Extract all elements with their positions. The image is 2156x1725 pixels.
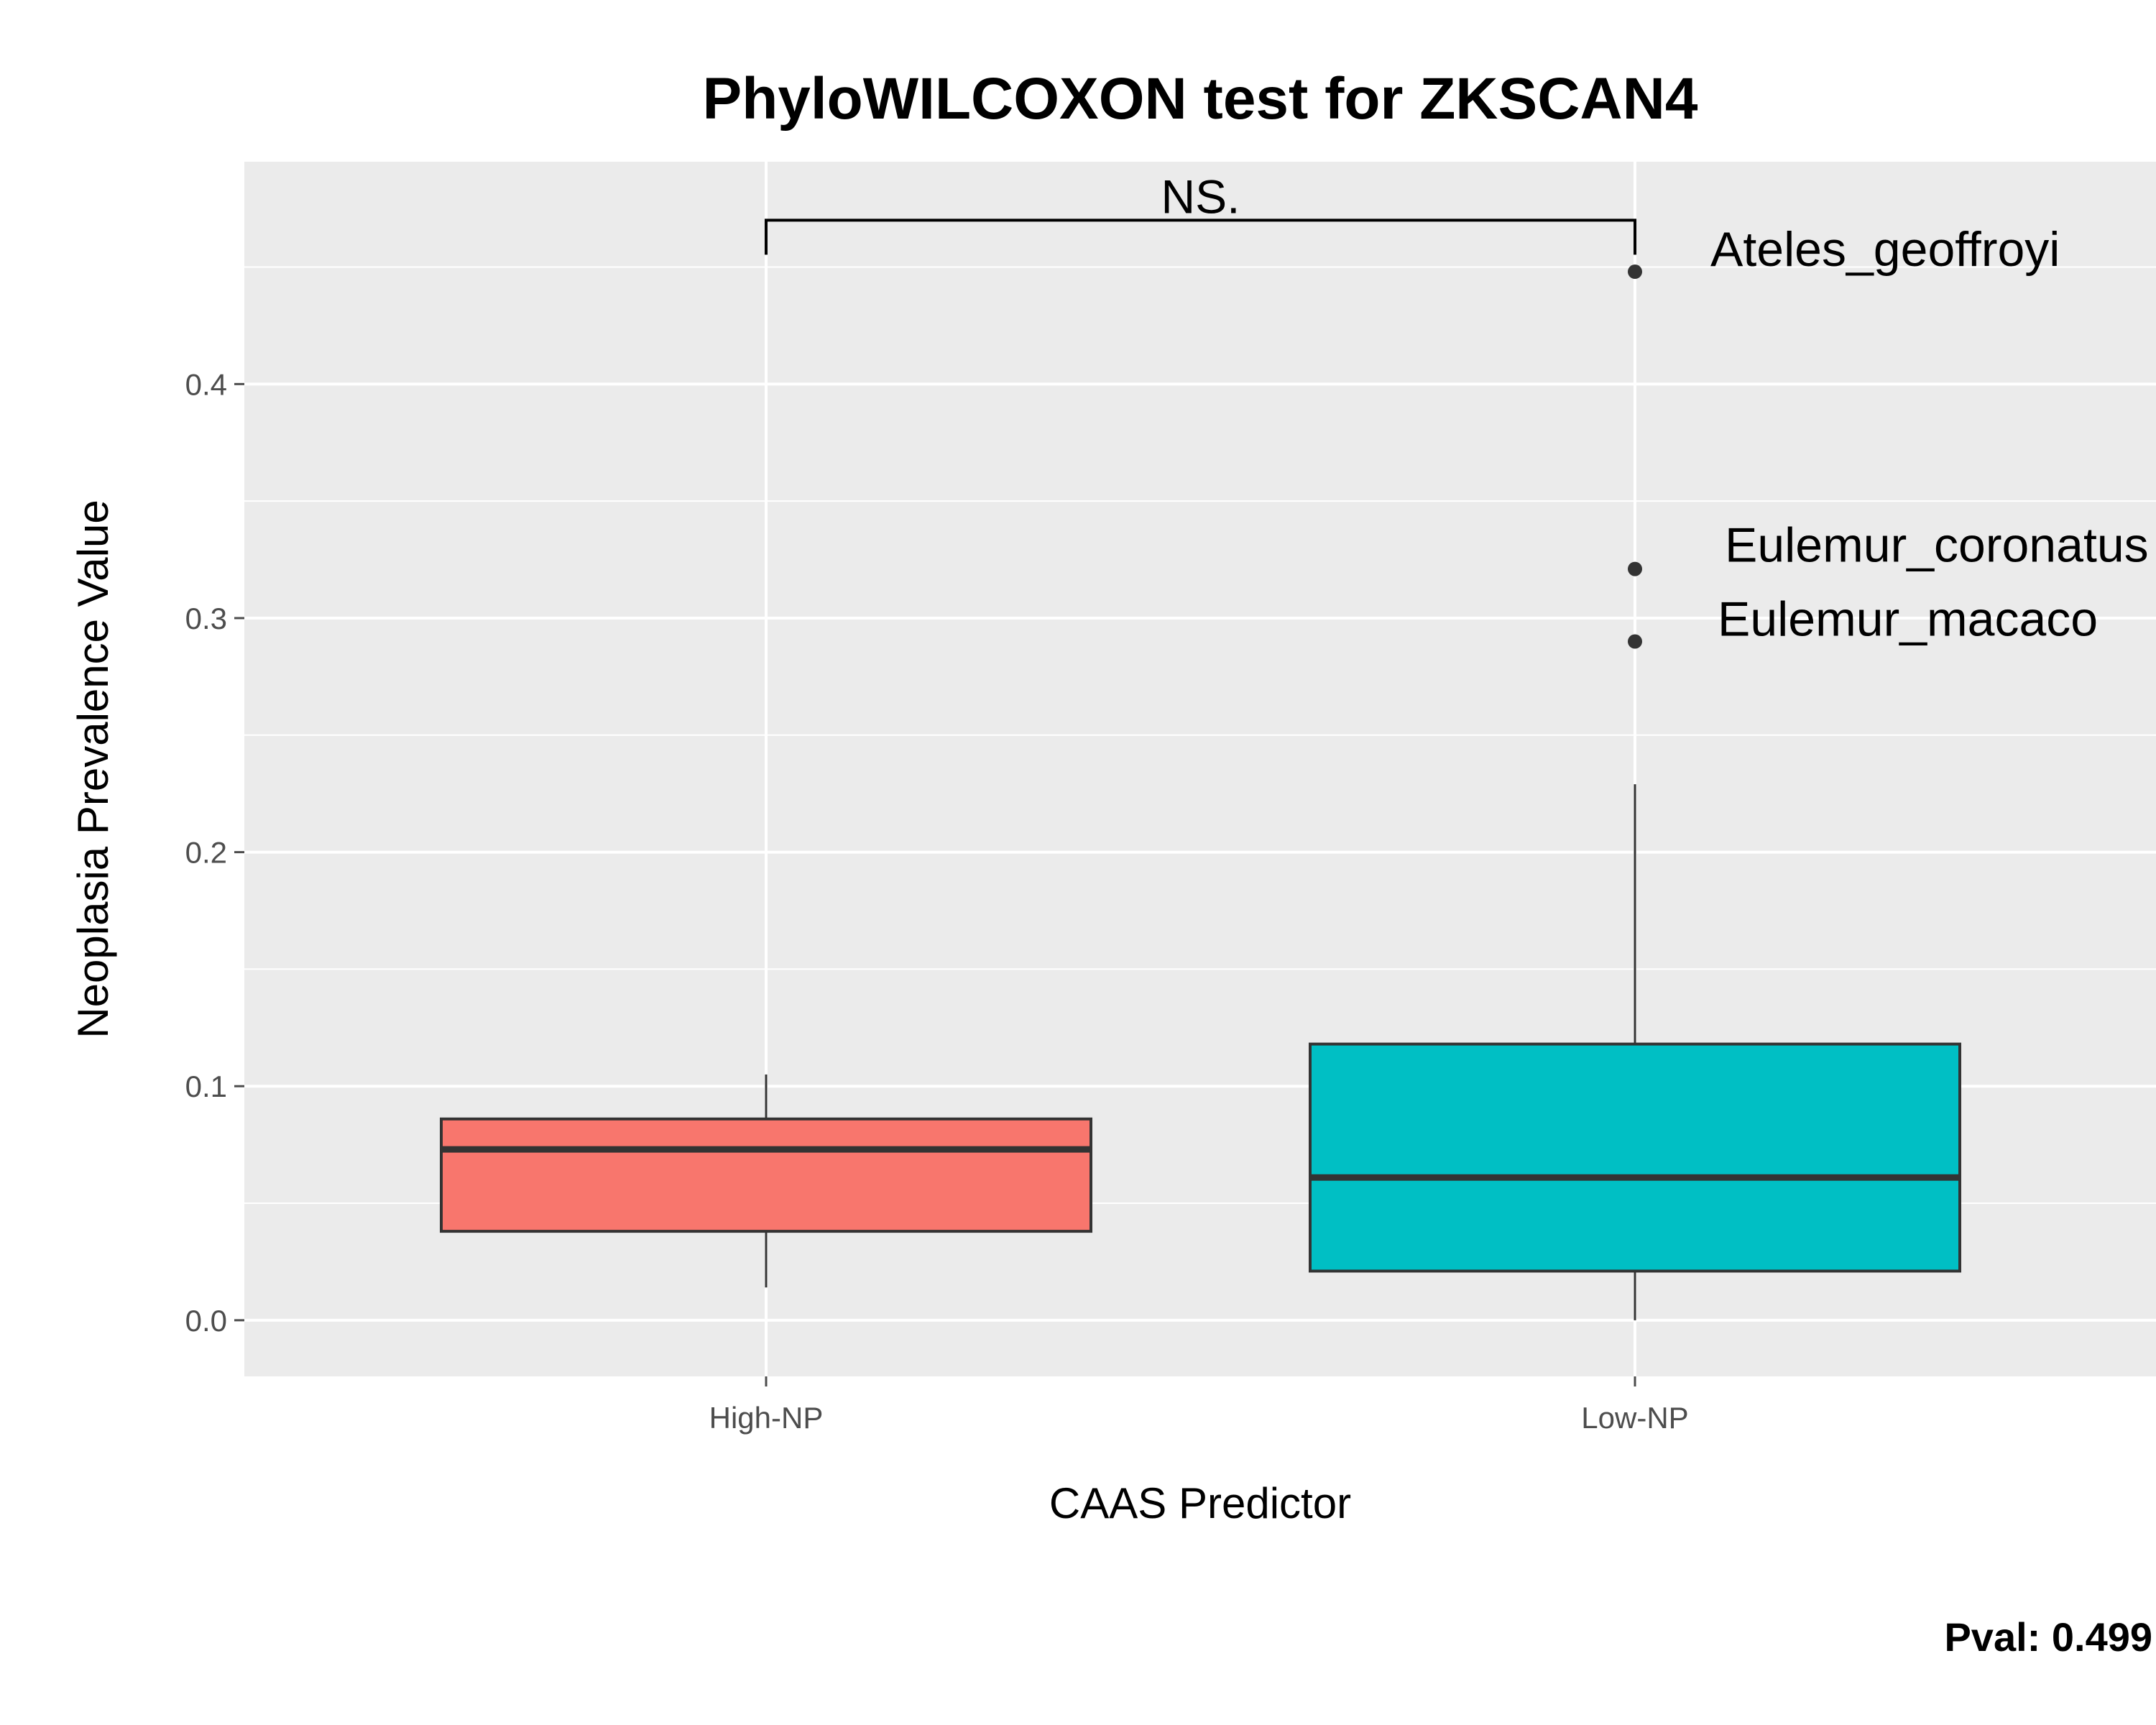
outlier-label: Eulemur_coronatus [1725,518,2149,573]
x-tick-label: High-NP [709,1401,824,1435]
y-tick-label: 0.1 [185,1070,227,1103]
y-axis-title: Neoplasia Prevalence Value [69,500,117,1038]
significance-label: NS. [1161,170,1240,223]
chart-marks: Ateles_geoffroyi Eulemur_coronatus Eulemur… [440,170,2149,1320]
box-high-np [440,1117,1092,1233]
y-tick-label: 0.2 [185,836,227,870]
outlier-label: Eulemur_macaco [1718,592,2098,647]
box-low-np [1309,1042,1961,1273]
outlier-point [1628,634,1642,649]
y-tick-label: 0.3 [185,602,227,635]
axes: 0.0 0.1 0.2 0.3 0.4 High-NP Low-NP [185,367,1689,1435]
chart-title: PhyloWILCOXON test for ZKSCAN4 [703,66,1698,132]
y-tick-label: 0.4 [185,367,227,401]
x-axis-title: CAAS Predictor [1049,1479,1351,1527]
y-tick-label: 0.0 [185,1304,227,1338]
x-tick-label: Low-NP [1581,1401,1688,1435]
outlier-label: Ateles_geoffroyi [1710,222,2060,277]
significance-bracket [765,218,1636,255]
outlier-point [1628,264,1642,280]
outlier-point [1628,561,1642,576]
pvalue-text: Pval: 0.499 [1944,1614,2152,1660]
